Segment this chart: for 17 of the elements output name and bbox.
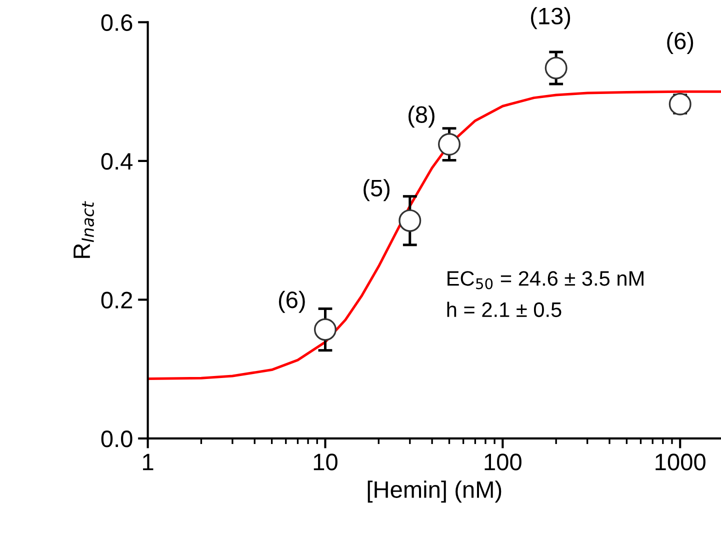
y-tick-label: 0.6: [101, 14, 132, 31]
x-tick-label: 1000: [656, 454, 706, 470]
annotation: (6): [278, 290, 305, 313]
annotation: EC$_{50}$ = 24.6 ± 3.5 nM: [448, 271, 644, 290]
x-tick-label: 100: [484, 454, 522, 470]
annotation: h = 2.1 ± 0.5: [447, 302, 562, 318]
x-axis-title: [Hemin] (nM): [368, 480, 502, 503]
x-tick-label: 10: [314, 454, 338, 470]
y-tick-label: 0.4: [101, 153, 133, 170]
annotation: (6): [667, 32, 694, 54]
y-axis-title: R$_{Inact}$: [74, 201, 94, 258]
annotation: (13): [531, 7, 570, 30]
annotation: (5): [364, 179, 390, 202]
x-tick-label: 1: [143, 454, 154, 470]
y-tick-label: 0.0: [101, 430, 132, 448]
y-tick-label: 0.2: [101, 292, 132, 308]
annotation: (8): [408, 106, 434, 128]
